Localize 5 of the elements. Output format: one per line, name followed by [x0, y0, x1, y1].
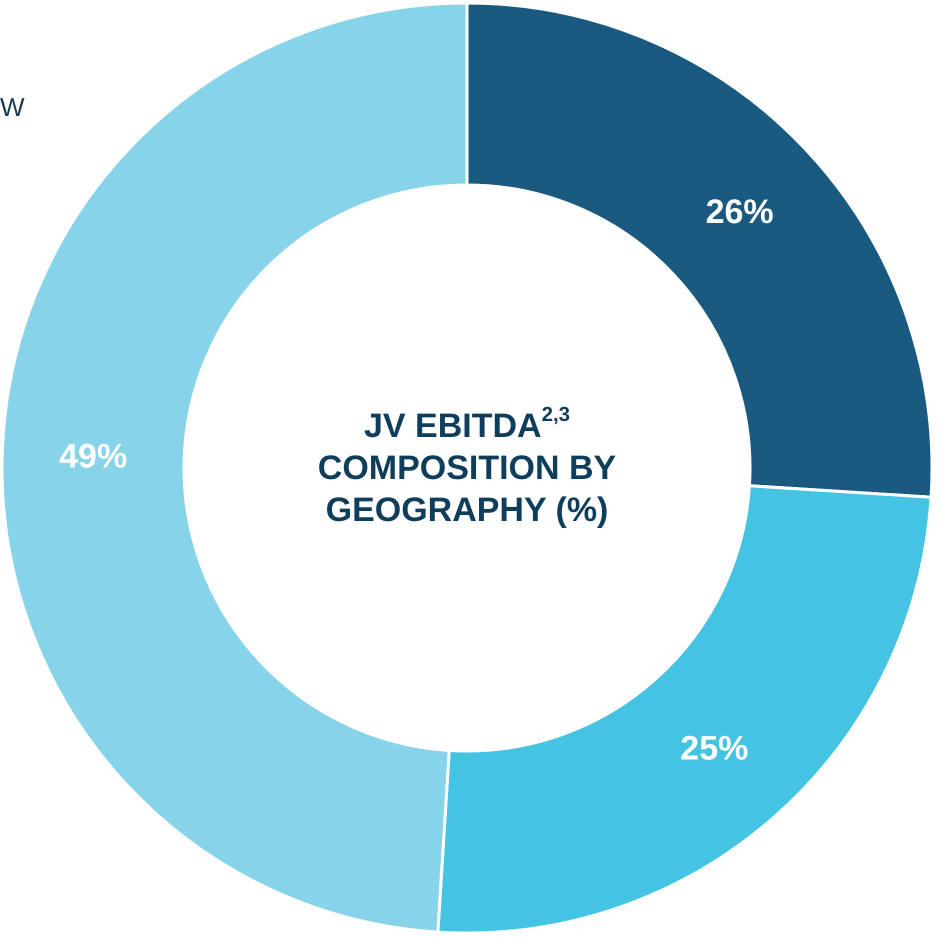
data-label: 26%: [706, 192, 774, 231]
data-label: 49%: [59, 437, 128, 476]
data-label: 25%: [680, 730, 748, 768]
text: JV EBITDA$^{2,3}$ COMPOSITION BY GEOGRAPHY (%): [318, 404, 617, 529]
text: W: [0, 92, 25, 123]
